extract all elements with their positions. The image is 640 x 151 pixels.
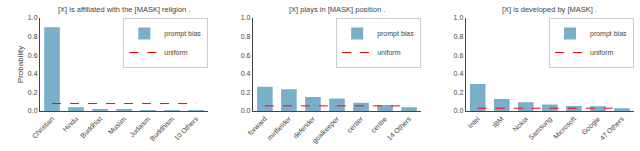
- svg-text:0.0: 0.0: [454, 107, 464, 114]
- svg-text:0.6: 0.6: [28, 52, 38, 59]
- svg-text:Judaism: Judaism: [128, 115, 152, 139]
- svg-text:0.2: 0.2: [28, 89, 38, 96]
- svg-text:[X] is affiliated with the [MA: [X] is affiliated with the [MASK] religi…: [58, 5, 190, 14]
- svg-text:1.0: 1.0: [454, 14, 464, 21]
- svg-text:[X] is developed by [MASK] .: [X] is developed by [MASK] .: [502, 5, 597, 14]
- svg-text:goalkeeper: goalkeeper: [311, 115, 342, 146]
- svg-text:0.8: 0.8: [454, 33, 464, 40]
- svg-text:Muslim: Muslim: [107, 115, 128, 136]
- svg-text:uniform: uniform: [377, 49, 401, 56]
- svg-text:0.0: 0.0: [241, 107, 251, 114]
- svg-text:IBM: IBM: [491, 115, 505, 129]
- svg-text:1.0: 1.0: [241, 14, 251, 21]
- svg-text:0.8: 0.8: [28, 33, 38, 40]
- svg-text:Microsoft: Microsoft: [552, 115, 577, 140]
- svg-text:defender: defender: [292, 115, 317, 140]
- svg-text:uniform: uniform: [590, 49, 614, 56]
- svg-text:midfielder: midfielder: [266, 115, 293, 142]
- svg-text:Samsung: Samsung: [527, 115, 554, 142]
- svg-text:centre: centre: [370, 115, 389, 134]
- svg-text:Buddhist: Buddhist: [79, 115, 103, 139]
- svg-text:forward: forward: [247, 115, 269, 137]
- svg-text:10 Others: 10 Others: [173, 115, 200, 142]
- svg-text:Probability: Probability: [16, 46, 25, 83]
- svg-text:0.6: 0.6: [241, 52, 251, 59]
- svg-text:0.2: 0.2: [454, 89, 464, 96]
- svg-text:center: center: [346, 115, 365, 134]
- svg-text:Buddhism: Buddhism: [148, 115, 175, 142]
- svg-text:prompt bias: prompt bias: [590, 30, 627, 38]
- svg-text:0.4: 0.4: [454, 70, 464, 77]
- svg-text:0.6: 0.6: [454, 52, 464, 59]
- svg-text:prompt bias: prompt bias: [377, 30, 414, 38]
- svg-text:0.4: 0.4: [28, 70, 38, 77]
- svg-text:14 Others: 14 Others: [386, 115, 413, 142]
- svg-text:1.0: 1.0: [28, 14, 38, 21]
- svg-text:0.4: 0.4: [241, 70, 251, 77]
- svg-text:47 Others: 47 Others: [598, 115, 625, 142]
- svg-text:Nokia: Nokia: [511, 115, 529, 133]
- svg-text:prompt bias: prompt bias: [164, 30, 201, 38]
- svg-text:uniform: uniform: [164, 49, 188, 56]
- svg-text:0.8: 0.8: [241, 33, 251, 40]
- svg-text:Intel: Intel: [467, 115, 482, 130]
- svg-text:Google: Google: [580, 115, 602, 137]
- svg-text:Hindu: Hindu: [61, 115, 79, 133]
- svg-text:Christian: Christian: [31, 115, 56, 140]
- svg-text:0.0: 0.0: [28, 107, 38, 114]
- svg-text:0.2: 0.2: [241, 89, 251, 96]
- svg-text:[X] plays in [MASK] position .: [X] plays in [MASK] position .: [289, 5, 385, 14]
